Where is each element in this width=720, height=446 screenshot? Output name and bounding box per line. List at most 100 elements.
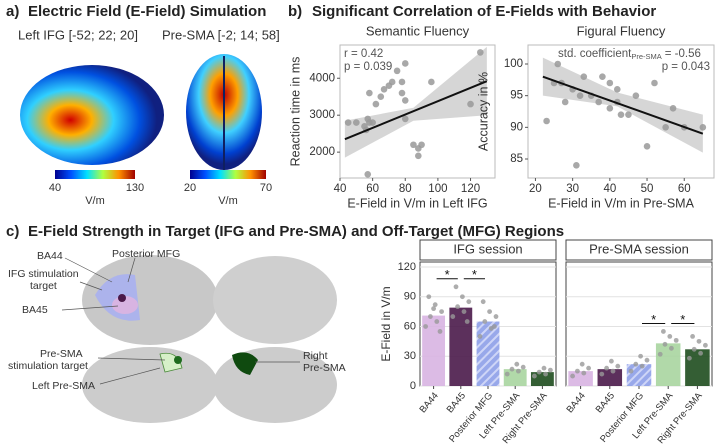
point (599, 371, 605, 377)
brain-label: stimulation target (8, 360, 88, 372)
point (543, 371, 548, 377)
point (366, 89, 373, 97)
point (643, 143, 651, 150)
y-tick-label: 60 (404, 320, 416, 332)
panel-label: a) (6, 3, 19, 20)
y-tick-label: 120 (398, 261, 416, 273)
brain-label: Left Pre-SMA (32, 380, 95, 392)
point (466, 299, 472, 305)
y-axis-label: E-Field in V/m (379, 286, 393, 361)
point (418, 141, 425, 149)
panel-label: c) (6, 223, 19, 240)
point (632, 92, 640, 99)
colorbar-label: 20 (184, 182, 196, 194)
colorbar-unit: V/m (85, 195, 105, 207)
point (532, 373, 537, 379)
brain-label: BA45 (22, 304, 48, 316)
facet-title: IFG session (453, 241, 522, 256)
point (369, 119, 376, 126)
point (699, 124, 707, 131)
point (696, 338, 702, 344)
brain-label: Right (303, 350, 328, 362)
plot-frame (339, 44, 496, 179)
brain-label: Posterior MFG (112, 248, 180, 260)
significance-label: * (472, 267, 477, 282)
panel-label: b) (288, 3, 302, 20)
x-tick-label: 60 (678, 183, 691, 195)
annotation-part: std. coefficient (558, 48, 632, 60)
point (426, 294, 432, 300)
x-axis-label: E-Field in V/m in Pre-SMA (548, 196, 695, 210)
point (606, 105, 614, 112)
bar (626, 364, 652, 386)
point (439, 309, 444, 314)
annotation: p = 0.043 (662, 61, 710, 73)
point (617, 111, 625, 118)
point (453, 284, 459, 290)
point (579, 361, 585, 367)
point (353, 119, 360, 126)
fit-line (344, 80, 488, 141)
bar (597, 369, 623, 386)
point (691, 346, 697, 352)
colorbar (55, 170, 135, 179)
x-tick-label: 20 (529, 183, 542, 195)
point (657, 351, 663, 357)
point (516, 368, 521, 374)
y-tick-label: 30 (404, 350, 416, 362)
point (401, 115, 409, 123)
facet-strip (419, 239, 557, 261)
point (372, 100, 380, 108)
point (662, 124, 669, 131)
point (628, 368, 634, 374)
point (398, 78, 406, 86)
point (669, 105, 677, 112)
x-tick-label: 30 (566, 183, 579, 195)
point (398, 89, 406, 97)
significance-label: * (680, 312, 685, 327)
point (661, 329, 666, 334)
facet-strip (565, 239, 713, 261)
point (543, 117, 550, 125)
point (573, 162, 580, 169)
x-tick-label: 40 (603, 183, 616, 195)
point (606, 79, 614, 87)
point (380, 86, 388, 93)
y-tick-label: 90 (510, 121, 523, 133)
point (639, 363, 645, 369)
point (480, 299, 486, 305)
point (644, 357, 650, 363)
x-tick-label: 100 (428, 183, 447, 195)
point (428, 78, 435, 86)
point (520, 364, 526, 370)
point (599, 73, 606, 80)
point (536, 369, 542, 375)
brain-label: IFG stimulation (8, 268, 79, 280)
point (460, 294, 465, 300)
colorbar-unit: V/m (218, 195, 238, 207)
point (431, 306, 436, 312)
y-tick-label: 3000 (309, 109, 335, 121)
point (625, 111, 632, 118)
point (364, 171, 372, 178)
point (615, 363, 621, 369)
annotation: p = 0.039 (344, 61, 392, 73)
significance-label: * (445, 267, 450, 282)
point (576, 92, 584, 99)
y-tick-label: 4000 (309, 72, 335, 84)
point (667, 334, 673, 339)
chart-title: Figural Fluency (577, 23, 666, 38)
point (482, 319, 488, 324)
colorbar-label: 130 (126, 182, 144, 194)
point (687, 355, 692, 361)
point (613, 86, 621, 93)
x-axis-label: E-Field in V/m in Left IFG (347, 196, 487, 210)
brain-label: Pre-SMA (40, 348, 83, 360)
brain-label: Pre-SMA (303, 362, 346, 374)
point (450, 314, 456, 319)
point (492, 324, 497, 329)
y-axis-label: Accuracy in % (476, 72, 490, 151)
brain-image (20, 65, 164, 165)
point (690, 334, 695, 339)
